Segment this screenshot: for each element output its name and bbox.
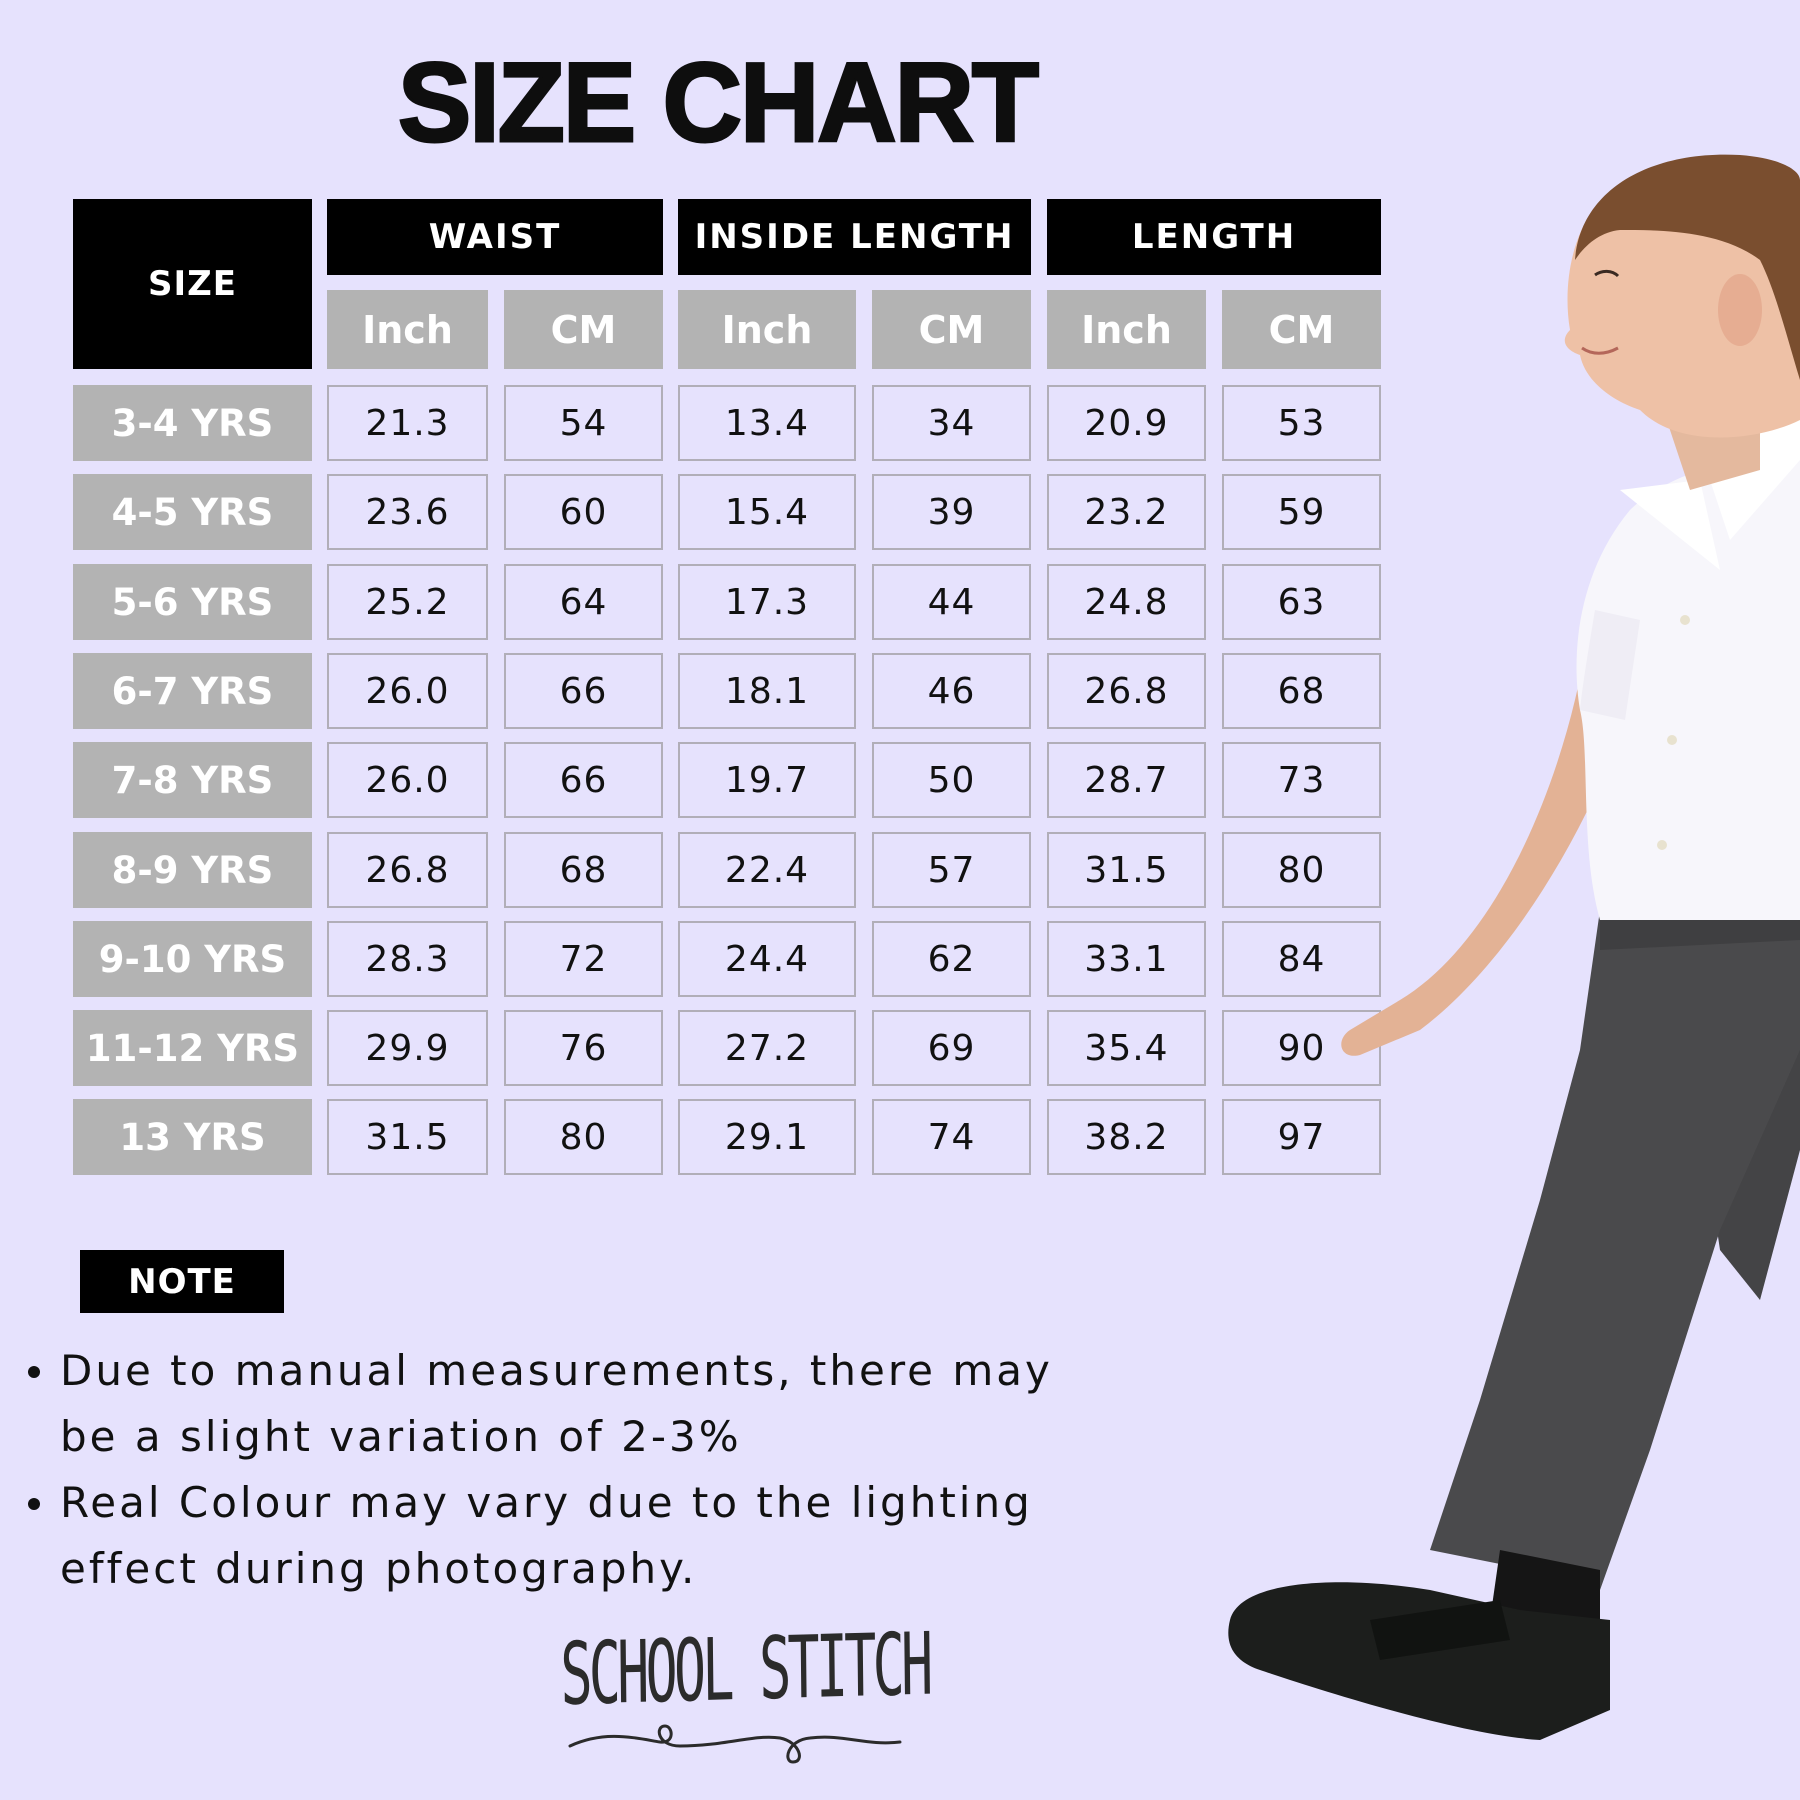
waist-cm-cell: 66	[504, 742, 663, 818]
size-label-cell: 4-5 YRS	[73, 474, 312, 550]
note-label: NOTE	[80, 1250, 284, 1313]
length-cm-cell: 68	[1222, 653, 1381, 729]
note-item: Real Colour may vary due to the lighting…	[22, 1470, 1102, 1602]
inside-length-cm-header: CM	[872, 290, 1031, 369]
length-cm-cell: 97	[1222, 1099, 1381, 1175]
size-label-cell: 9-10 YRS	[73, 921, 312, 997]
size-label-cell: 3-4 YRS	[73, 385, 312, 461]
size-label-cell: 13 YRS	[73, 1099, 312, 1175]
waist-cm-cell: 64	[504, 564, 663, 640]
length-cm-cell: 53	[1222, 385, 1381, 461]
waist-inch-cell: 25.2	[327, 564, 488, 640]
waist-inch-cell: 21.3	[327, 385, 488, 461]
waist-cm-cell: 54	[504, 385, 663, 461]
length-inch-header: Inch	[1047, 290, 1206, 369]
length-inch-cell: 31.5	[1047, 832, 1206, 908]
inside-length-inch-cell: 22.4	[678, 832, 856, 908]
length-group-header: LENGTH	[1047, 199, 1381, 275]
inside-length-inch-cell: 24.4	[678, 921, 856, 997]
length-inch-cell: 28.7	[1047, 742, 1206, 818]
waist-cm-cell: 72	[504, 921, 663, 997]
length-inch-cell: 26.8	[1047, 653, 1206, 729]
length-cm-cell: 63	[1222, 564, 1381, 640]
inside-length-group-header: INSIDE LENGTH	[678, 199, 1031, 275]
inside-length-cm-cell: 46	[872, 653, 1031, 729]
waist-inch-cell: 31.5	[327, 1099, 488, 1175]
waist-inch-header: Inch	[327, 290, 488, 369]
waist-inch-cell: 29.9	[327, 1010, 488, 1086]
length-inch-cell: 24.8	[1047, 564, 1206, 640]
logo-swash-icon	[568, 1724, 902, 1764]
waist-group-header: WAIST	[327, 199, 663, 275]
waist-cm-cell: 60	[504, 474, 663, 550]
waist-cm-header: CM	[504, 290, 663, 369]
size-label-cell: 6-7 YRS	[73, 653, 312, 729]
waist-inch-cell: 28.3	[327, 921, 488, 997]
size-label-cell: 5-6 YRS	[73, 564, 312, 640]
size-label-cell: 7-8 YRS	[73, 742, 312, 818]
length-cm-header: CM	[1222, 290, 1381, 369]
inside-length-cm-cell: 62	[872, 921, 1031, 997]
waist-inch-cell: 23.6	[327, 474, 488, 550]
length-inch-cell: 20.9	[1047, 385, 1206, 461]
inside-length-cm-cell: 74	[872, 1099, 1031, 1175]
inside-length-cm-cell: 50	[872, 742, 1031, 818]
waist-cm-cell: 80	[504, 1099, 663, 1175]
inside-length-cm-cell: 57	[872, 832, 1031, 908]
inside-length-cm-cell: 34	[872, 385, 1031, 461]
inside-length-inch-cell: 15.4	[678, 474, 856, 550]
inside-length-inch-cell: 17.3	[678, 564, 856, 640]
size-label-cell: 11-12 YRS	[73, 1010, 312, 1086]
boy-model-illustration	[1228, 154, 1800, 1740]
length-cm-cell: 90	[1222, 1010, 1381, 1086]
inside-length-inch-cell: 13.4	[678, 385, 856, 461]
length-inch-cell: 35.4	[1047, 1010, 1206, 1086]
inside-length-cm-cell: 39	[872, 474, 1031, 550]
page-title: SIZE CHART	[397, 40, 1041, 165]
inside-length-inch-cell: 18.1	[678, 653, 856, 729]
length-inch-cell: 33.1	[1047, 921, 1206, 997]
waist-inch-cell: 26.8	[327, 832, 488, 908]
inside-length-inch-cell: 27.2	[678, 1010, 856, 1086]
waist-inch-cell: 26.0	[327, 653, 488, 729]
note-item: Due to manual measurements, there may be…	[22, 1338, 1102, 1470]
inside-length-inch-cell: 19.7	[678, 742, 856, 818]
length-inch-cell: 38.2	[1047, 1099, 1206, 1175]
inside-length-cm-cell: 69	[872, 1010, 1031, 1086]
size-column-header: SIZE	[73, 199, 312, 369]
length-cm-cell: 59	[1222, 474, 1381, 550]
inside-length-inch-header: Inch	[678, 290, 856, 369]
waist-inch-cell: 26.0	[327, 742, 488, 818]
length-cm-cell: 73	[1222, 742, 1381, 818]
bullet-icon	[28, 1366, 40, 1378]
bullet-icon	[28, 1498, 40, 1510]
length-cm-cell: 80	[1222, 832, 1381, 908]
inside-length-cm-cell: 44	[872, 564, 1031, 640]
note-list: Due to manual measurements, there may be…	[22, 1338, 1102, 1602]
brand-logo: SCHOOL STITCH	[559, 1614, 930, 1725]
waist-cm-cell: 66	[504, 653, 663, 729]
waist-cm-cell: 76	[504, 1010, 663, 1086]
inside-length-inch-cell: 29.1	[678, 1099, 856, 1175]
length-inch-cell: 23.2	[1047, 474, 1206, 550]
length-cm-cell: 84	[1222, 921, 1381, 997]
size-label-cell: 8-9 YRS	[73, 832, 312, 908]
waist-cm-cell: 68	[504, 832, 663, 908]
